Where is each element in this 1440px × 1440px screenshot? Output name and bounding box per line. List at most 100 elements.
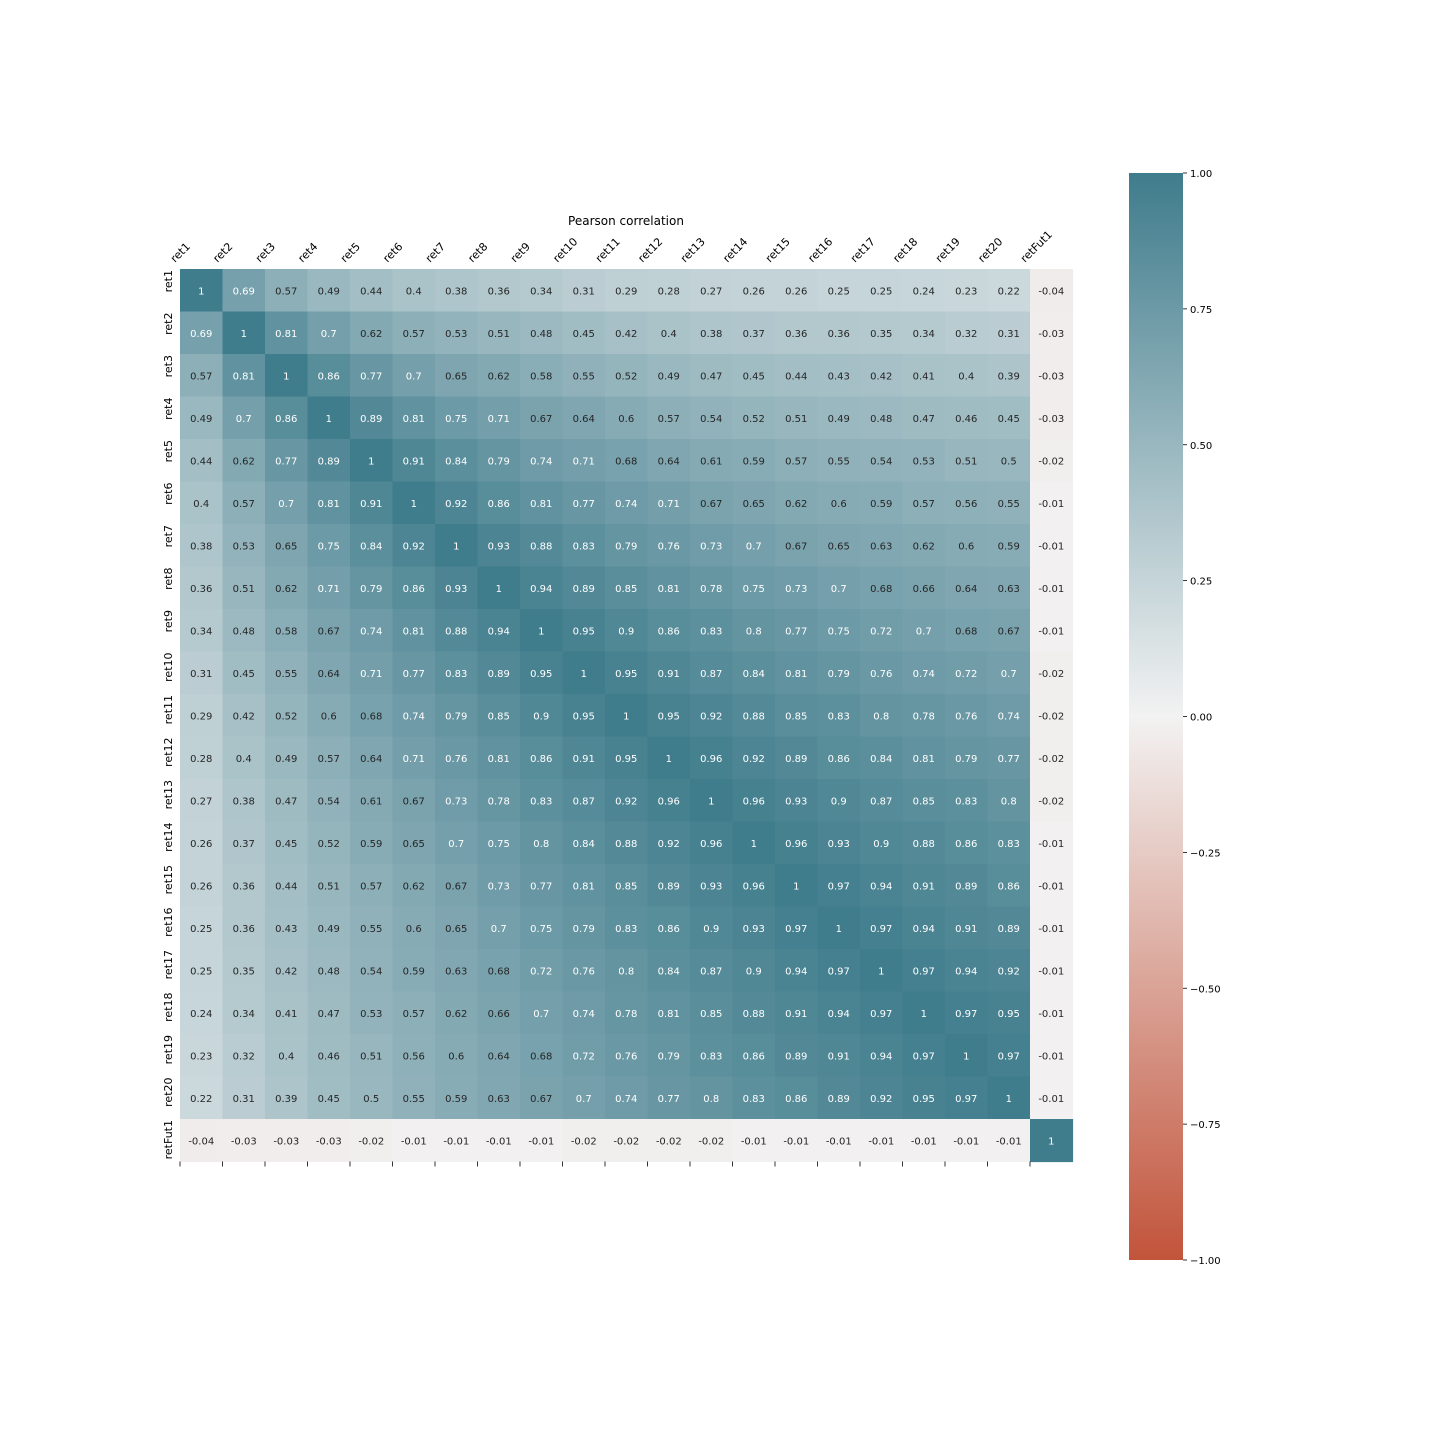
cell-value-label: 0.83 <box>743 1094 765 1105</box>
heatmap-cell <box>775 864 819 908</box>
heatmap-cell <box>647 396 691 440</box>
heatmap-cell <box>945 1034 989 1078</box>
cell-value-label: 0.57 <box>785 456 807 467</box>
cell-value-label: 0.67 <box>318 626 340 637</box>
cell-value-label: 0.43 <box>828 371 850 382</box>
heatmap-cell <box>180 524 224 568</box>
cell-value-label: 0.83 <box>573 541 595 552</box>
cell-value-label: 0.97 <box>955 1009 977 1020</box>
heatmap-cell <box>987 439 1031 483</box>
heatmap-cell <box>265 736 309 780</box>
heatmap-cell <box>987 311 1031 355</box>
heatmap-cell <box>987 566 1031 610</box>
cell-value-label: 0.34 <box>913 329 935 340</box>
heatmap-cell <box>392 906 436 950</box>
heatmap-cell <box>860 736 904 780</box>
cell-value-label: 0.38 <box>445 286 467 297</box>
cell-value-label: 0.7 <box>533 1009 549 1020</box>
cell-value-label: 0.77 <box>573 499 595 510</box>
heatmap-cell <box>265 481 309 525</box>
heatmap-cell <box>987 609 1031 653</box>
colorbar-tick-label: 0.25 <box>1190 577 1212 588</box>
cell-value-label: 0.94 <box>913 924 935 935</box>
heatmap-cell <box>520 311 564 355</box>
cell-value-label: 0.86 <box>658 626 680 637</box>
cell-value-label: 0.26 <box>785 286 807 297</box>
heatmap-cell <box>775 311 819 355</box>
x-tick-label: ret11 <box>593 235 623 265</box>
heatmap-cell <box>647 864 691 908</box>
cell-value-label: 0.51 <box>785 414 807 425</box>
heatmap-cell <box>350 1034 394 1078</box>
cell-value-label: 0.92 <box>998 966 1020 977</box>
y-tick-label: ret19 <box>162 1035 175 1064</box>
heatmap-cell <box>180 354 224 398</box>
cell-value-label: 0.88 <box>743 711 765 722</box>
heatmap-cell <box>562 269 606 313</box>
cell-value-label: 0.45 <box>233 669 255 680</box>
cell-value-label: 0.36 <box>828 329 850 340</box>
heatmap-cell <box>732 1034 776 1078</box>
heatmap-cell <box>732 269 776 313</box>
cell-value-label: 0.52 <box>615 371 637 382</box>
heatmap-cell <box>945 396 989 440</box>
heatmap-cell <box>732 1076 776 1120</box>
heatmap-cell <box>817 651 861 695</box>
heatmap-cell <box>222 269 266 313</box>
cell-value-label: 0.25 <box>870 286 892 297</box>
cell-value-label: 0.62 <box>445 1009 467 1020</box>
cell-value-label: 0.88 <box>445 626 467 637</box>
cell-value-label: 0.45 <box>275 839 297 850</box>
cell-value-label: 0.84 <box>658 966 680 977</box>
cell-value-label: 0.68 <box>488 966 510 977</box>
cell-value-label: 0.89 <box>488 669 510 680</box>
heatmap-cell <box>732 736 776 780</box>
heatmap-cell <box>392 1076 436 1120</box>
heatmap-cell <box>732 821 776 865</box>
heatmap-cell <box>222 906 266 950</box>
heatmap-cell <box>775 566 819 610</box>
cell-value-label: -0.02 <box>613 1136 639 1147</box>
heatmap-cell <box>520 396 564 440</box>
colorbar-tick-label: 0.00 <box>1190 713 1212 724</box>
heatmap-cell <box>690 481 734 525</box>
heatmap-cell <box>520 949 564 993</box>
heatmap-cell <box>350 651 394 695</box>
cell-value-label: 0.65 <box>828 541 850 552</box>
heatmap-cell <box>605 566 649 610</box>
cell-value-label: -0.02 <box>571 1136 597 1147</box>
heatmap-cell <box>945 524 989 568</box>
heatmap-cell <box>180 481 224 525</box>
cell-value-label: 0.71 <box>360 669 382 680</box>
heatmap-cell <box>562 311 606 355</box>
heatmap-cell <box>945 439 989 483</box>
heatmap-cell <box>817 1076 861 1120</box>
cell-value-label: 0.78 <box>615 1009 637 1020</box>
cell-value-label: 0.49 <box>318 924 340 935</box>
cell-value-label: 0.55 <box>275 669 297 680</box>
heatmap-cell <box>647 439 691 483</box>
cell-value-label: 0.75 <box>530 924 552 935</box>
cell-value-label: 0.77 <box>403 669 425 680</box>
cell-value-label: 0.67 <box>403 796 425 807</box>
cell-value-label: 0.76 <box>573 966 595 977</box>
heatmap-cell <box>647 991 691 1035</box>
heatmap-cell-labels: 1 0.69 0.57 0.49 0.44 0.4 0.38 0.36 0.34 0.31 0.29… <box>188 286 1064 1147</box>
cell-value-label: 0.62 <box>233 456 255 467</box>
heatmap-cell <box>222 354 266 398</box>
x-tick-label: ret2 <box>210 240 235 265</box>
cell-value-label: 0.59 <box>743 456 765 467</box>
cell-value-label: 0.75 <box>743 584 765 595</box>
cell-value-label: 0.97 <box>870 924 892 935</box>
heatmap-cell <box>902 1034 946 1078</box>
cell-value-label: 0.83 <box>828 711 850 722</box>
cell-value-label: 0.57 <box>190 371 212 382</box>
cell-value-label: 0.25 <box>190 924 212 935</box>
heatmap-cell <box>987 736 1031 780</box>
cell-value-label: 0.84 <box>870 754 892 765</box>
heatmap-cell <box>732 779 776 823</box>
heatmap-cell <box>265 864 309 908</box>
cell-value-label: 0.83 <box>700 1051 722 1062</box>
heatmap-cell <box>562 906 606 950</box>
heatmap-cell <box>350 354 394 398</box>
